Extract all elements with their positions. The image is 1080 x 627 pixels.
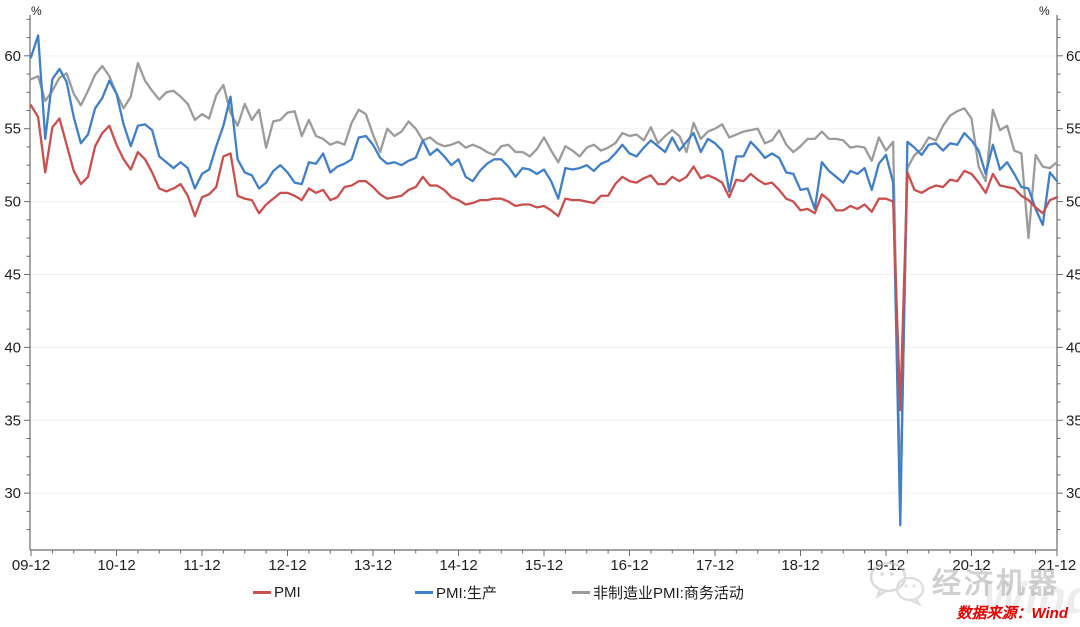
wind-watermark: Wind: [982, 571, 1080, 623]
svg-text:15-12: 15-12: [525, 557, 563, 574]
svg-text:11-12: 11-12: [183, 557, 220, 574]
svg-text:50: 50: [1066, 194, 1080, 211]
svg-text:40: 40: [1066, 339, 1080, 356]
svg-text:30: 30: [1066, 485, 1080, 502]
svg-text:19-12: 19-12: [867, 557, 905, 574]
svg-text:45: 45: [1066, 266, 1080, 283]
svg-text:55: 55: [4, 121, 21, 138]
svg-text:20-12: 20-12: [952, 557, 990, 574]
svg-text:35: 35: [4, 412, 21, 429]
svg-text:09-12: 09-12: [12, 557, 50, 574]
svg-text:35: 35: [1066, 412, 1080, 429]
axis-ticks: [24, 18, 1063, 556]
svg-text:16-12: 16-12: [610, 557, 648, 574]
svg-text:10-12: 10-12: [97, 557, 135, 574]
legend-item-nonmfg-business-activity[interactable]: 非制造业PMI:商务活动: [572, 583, 744, 602]
svg-text:55: 55: [1066, 121, 1080, 138]
series-line-PMI:生产: [29, 34, 1059, 527]
svg-text:50: 50: [4, 194, 21, 211]
svg-text:21-12: 21-12: [1038, 557, 1076, 574]
legend-label-nonmfg: 非制造业PMI:商务活动: [593, 584, 744, 602]
svg-text:14-12: 14-12: [439, 557, 477, 574]
y-axis-unit-right: %: [1039, 4, 1050, 18]
legend-swatch-nonmfg: [572, 590, 590, 594]
svg-text:45: 45: [4, 266, 21, 283]
legend-label-pmi-production: PMI:生产: [436, 584, 497, 602]
svg-text:18-12: 18-12: [781, 557, 819, 574]
svg-text:13-12: 13-12: [354, 557, 392, 574]
svg-text:30: 30: [4, 485, 21, 502]
data-source-credit: 数据来源：Wind: [956, 605, 1068, 622]
series-line-PMI: [29, 104, 1059, 412]
svg-text:60: 60: [1066, 48, 1080, 65]
series-lines: [29, 34, 1059, 527]
y-axis-unit-left: %: [31, 4, 42, 18]
svg-text:12-12: 12-12: [268, 557, 306, 574]
axis-labels: 30 30 35 35 40 40 45 45 50 50 55 55 60 60 09-12 10-12 11…: [4, 48, 1080, 574]
svg-text:17-12: 17-12: [696, 557, 734, 574]
legend-swatch-pmi: [253, 590, 271, 594]
brand-watermark: 经济机器: [932, 568, 1061, 600]
svg-text:60: 60: [4, 48, 21, 65]
legend-swatch-pmi-production: [415, 590, 433, 594]
legend-label-pmi: PMI: [274, 583, 301, 601]
series-line-非制造业PMI:商务活动: [29, 61, 1059, 501]
wechat-icon: [869, 561, 925, 606]
legend-item-pmi[interactable]: PMI: [253, 583, 301, 601]
legend-item-pmi-production[interactable]: PMI:生产: [415, 583, 497, 602]
svg-text:40: 40: [4, 339, 21, 356]
